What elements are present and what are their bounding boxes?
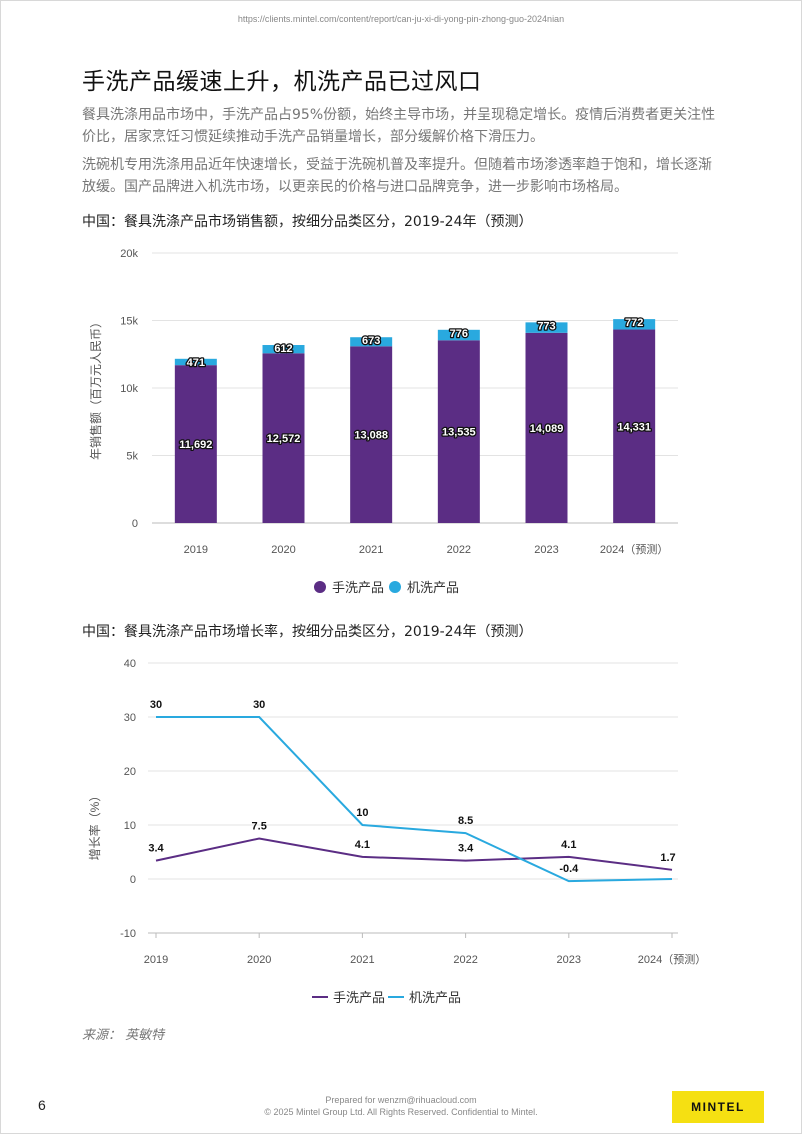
data-label: 673 xyxy=(362,335,380,347)
y-tick-label: 15k xyxy=(120,316,138,328)
y-tick-label: 30 xyxy=(124,712,136,724)
data-label: 14,331 xyxy=(617,421,651,433)
footer-prepared-for: Prepared for wenzm@rihuacloud.com xyxy=(325,1095,477,1105)
bar-machine xyxy=(262,345,305,354)
footer-copyright: © 2025 Mintel Group Ltd. All Rights Rese… xyxy=(264,1107,538,1117)
x-tick-label: 2020 xyxy=(247,954,271,966)
legend-label: 机洗产品 xyxy=(409,990,461,1005)
bar-hand xyxy=(262,353,305,523)
y-tick-label: 10 xyxy=(124,820,136,832)
x-tick-label: 2022 xyxy=(447,544,471,556)
y-tick-label: 20k xyxy=(120,248,138,260)
y-tick-label: -10 xyxy=(120,928,136,940)
mintel-logo: MINTEL xyxy=(672,1091,764,1123)
data-label: 7.5 xyxy=(252,821,267,833)
y-tick-label: 5k xyxy=(126,451,138,463)
bar-chart: 0 5k 10k 15k 20k 年销售额（百万元人民币） 11,692 471 2019 12,… xyxy=(88,248,678,595)
x-tick-label: 2019 xyxy=(144,954,168,966)
data-label: 8.5 xyxy=(458,815,473,827)
y-tick-label: 10k xyxy=(120,383,138,395)
x-tick-label: 2021 xyxy=(350,954,374,966)
report-url[interactable]: https://clients.mintel.com/content/repor… xyxy=(237,14,565,24)
data-label: 30 xyxy=(253,699,265,711)
data-label: -0.4 xyxy=(559,863,579,875)
data-label: 10 xyxy=(356,807,368,819)
data-label: 14,089 xyxy=(530,423,564,435)
y-axis-label: 年销售额（百万元人民币） xyxy=(88,316,103,460)
x-tick-label: 2019 xyxy=(184,544,208,556)
x-tick-label: 2020 xyxy=(271,544,295,556)
data-label: 13,088 xyxy=(354,430,388,442)
data-label: 30 xyxy=(150,699,162,711)
data-label: 11,692 xyxy=(179,439,212,451)
line-chart: -10 0 10 20 30 40 2019 2020 2021 2022 2023 2024（预测）… xyxy=(87,658,706,1005)
data-label: 471 xyxy=(187,357,205,369)
legend-label: 手洗产品 xyxy=(332,580,384,595)
legend-marker xyxy=(389,581,401,593)
data-label: 1.7 xyxy=(660,852,675,864)
bar-machine xyxy=(437,329,480,341)
bar-hand xyxy=(613,329,656,523)
data-label: 612 xyxy=(274,343,292,355)
data-label: 773 xyxy=(537,320,555,332)
legend-label: 手洗产品 xyxy=(333,990,385,1005)
bar-machine xyxy=(174,358,217,366)
bar-hand xyxy=(437,340,480,523)
y-tick-label: 0 xyxy=(130,874,136,886)
source-note: 来源： 英敏特 xyxy=(82,1028,165,1043)
x-tick-label: 2022 xyxy=(453,954,477,966)
series-line-hand xyxy=(155,837,673,871)
page-number: 6 xyxy=(38,1097,46,1113)
line-chart-title: 中国：餐具洗涤产品市场增长率，按细分品类区分，2019-24年（预测） xyxy=(82,624,533,640)
bar-hand xyxy=(525,332,568,523)
y-tick-label: 0 xyxy=(132,518,138,530)
data-label: 776 xyxy=(450,328,468,340)
bar-hand xyxy=(174,365,217,523)
bar-machine xyxy=(525,322,568,333)
page-title: 手洗产品缓速上升，机洗产品已过风口 xyxy=(82,69,482,95)
paragraph-2: 洗碗机专用洗涤用品近年快速增长，受益于洗碗机普及率提升。但随着市场渗透率趋于饱和… xyxy=(82,157,712,195)
x-tick-label: 2024（预测） xyxy=(638,953,706,966)
x-tick-label: 2021 xyxy=(359,544,383,556)
data-label: 3.4 xyxy=(458,843,474,855)
legend-marker xyxy=(314,581,326,593)
data-label: 4.1 xyxy=(355,839,370,851)
bar-chart-title: 中国：餐具洗涤产品市场销售额，按细分品类区分，2019-24年（预测） xyxy=(82,214,533,230)
bar-hand xyxy=(350,346,393,523)
footer: Prepared for wenzm@rihuacloud.com © 2025… xyxy=(0,1094,802,1118)
y-tick-label: 40 xyxy=(124,658,136,670)
paragraph-1: 餐具洗涤用品市场中，手洗产品占95%份额，始终主导市场，并呈现稳定增长。疫情后消… xyxy=(82,107,716,145)
data-label: 772 xyxy=(625,317,643,329)
bar-machine xyxy=(613,319,656,330)
x-tick-label: 2023 xyxy=(557,954,581,966)
data-label: 12,572 xyxy=(267,433,301,445)
data-label: 13,535 xyxy=(442,427,476,439)
series-line-machine xyxy=(156,716,673,883)
y-axis-label: 增长率（%） xyxy=(87,790,102,861)
legend-label: 机洗产品 xyxy=(407,580,459,595)
x-tick-label: 2024（预测） xyxy=(600,543,668,556)
data-label: 3.4 xyxy=(148,843,164,855)
x-tick-label: 2023 xyxy=(534,544,558,556)
bar-machine xyxy=(350,337,393,347)
data-label: 4.1 xyxy=(561,839,576,851)
y-tick-label: 20 xyxy=(124,766,136,778)
